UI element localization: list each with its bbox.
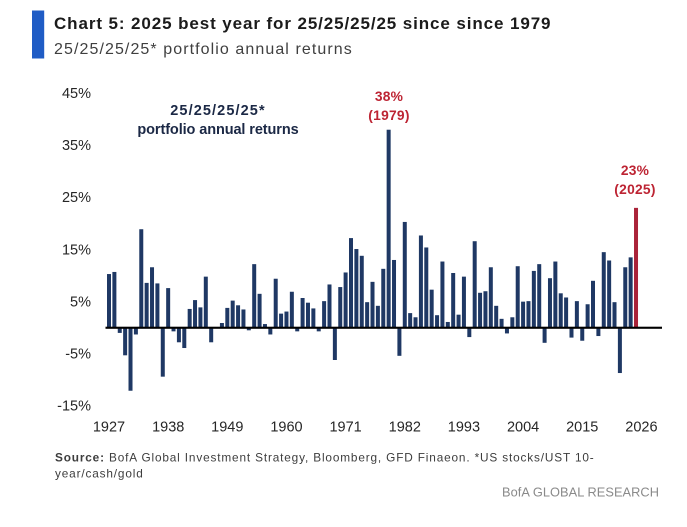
svg-text:2015: 2015 — [566, 420, 598, 436]
svg-text:Source: BofA Global Investment: Source: BofA Global Investment Strategy,… — [55, 451, 595, 465]
svg-text:1982: 1982 — [389, 420, 421, 436]
svg-text:1971: 1971 — [329, 420, 361, 436]
svg-text:1938: 1938 — [152, 420, 184, 436]
svg-text:2004: 2004 — [507, 420, 539, 436]
svg-text:portfolio annual returns: portfolio annual returns — [137, 122, 298, 138]
svg-text:(1979): (1979) — [368, 108, 409, 123]
svg-text:1993: 1993 — [448, 420, 480, 436]
svg-text:38%: 38% — [375, 89, 403, 104]
svg-text:2026: 2026 — [625, 420, 657, 436]
svg-text:15%: 15% — [62, 242, 91, 258]
svg-text:1927: 1927 — [93, 420, 125, 436]
svg-text:25%: 25% — [62, 190, 91, 206]
svg-text:35%: 35% — [62, 138, 91, 154]
svg-text:45%: 45% — [62, 86, 91, 102]
svg-text:BofA GLOBAL RESEARCH: BofA GLOBAL RESEARCH — [502, 485, 659, 500]
svg-text:(2025): (2025) — [614, 182, 655, 197]
svg-text:25/25/25/25* portfolio annual: 25/25/25/25* portfolio annual returns — [54, 41, 353, 58]
svg-text:5%: 5% — [70, 294, 91, 310]
svg-text:Chart 5: 2025 best year for 25: Chart 5: 2025 best year for 25/25/25/25 … — [54, 14, 551, 33]
svg-text:-15%: -15% — [57, 399, 91, 415]
svg-text:year/cash/gold: year/cash/gold — [55, 467, 144, 481]
svg-text:1949: 1949 — [211, 420, 243, 436]
svg-text:23%: 23% — [621, 163, 649, 178]
svg-text:25/25/25/25*: 25/25/25/25* — [170, 103, 265, 119]
svg-text:-5%: -5% — [65, 347, 91, 363]
svg-text:1960: 1960 — [270, 420, 302, 436]
